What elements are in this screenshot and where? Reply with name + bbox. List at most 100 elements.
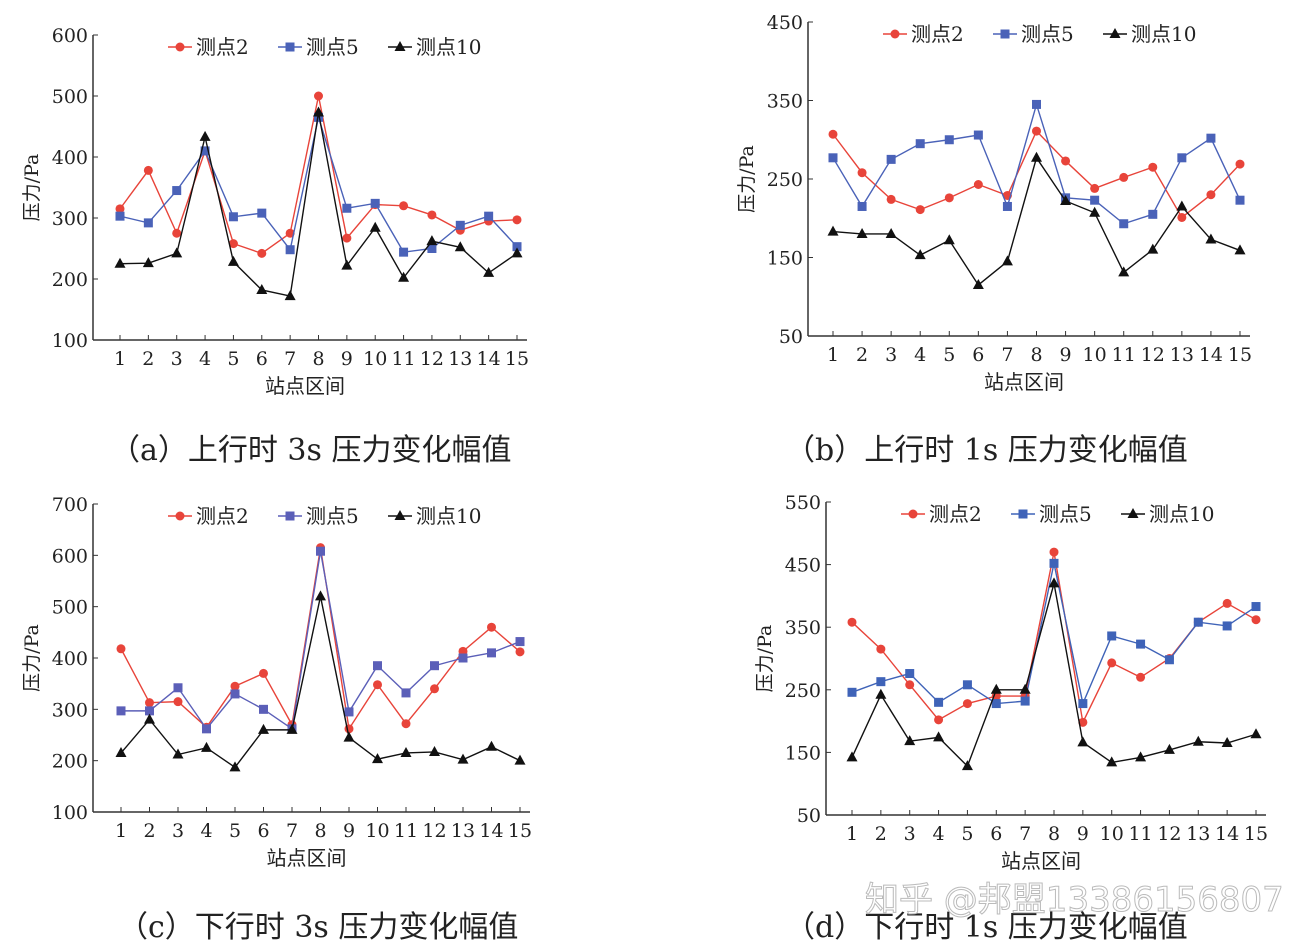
legend-label: 测点2 [911, 22, 964, 46]
x-axis-label: 站点区间 [1001, 849, 1081, 873]
data-point [1061, 156, 1071, 166]
y-tick-label: 250 [785, 680, 821, 702]
y-tick-label: 300 [52, 208, 88, 230]
data-point [1148, 209, 1158, 219]
data-point [904, 735, 916, 746]
caption-d: （d）下行时 1s 压力变化幅值 [785, 910, 1188, 945]
data-point [972, 278, 984, 289]
x-tick-label: 3 [172, 820, 184, 842]
data-point [285, 511, 295, 521]
data-point [890, 29, 900, 39]
data-point [1235, 195, 1245, 205]
data-point [257, 208, 267, 218]
data-point [172, 228, 182, 238]
data-point [286, 723, 298, 734]
data-point [876, 677, 886, 687]
x-axis-label: 站点区间 [267, 846, 347, 870]
data-point [116, 644, 126, 654]
data-point [1177, 212, 1187, 222]
x-tick-label: 11 [1112, 344, 1136, 366]
y-axis-label: 压力/Pa [21, 624, 43, 692]
data-point [172, 186, 182, 196]
data-point [973, 130, 983, 140]
y-tick-label: 350 [785, 617, 821, 639]
data-point [1048, 577, 1060, 588]
data-point [343, 731, 355, 742]
data-point [1136, 639, 1146, 649]
data-point [230, 689, 240, 699]
y-axis-label: 压力/Pa [736, 145, 758, 213]
y-axis-label: 压力/Pa [754, 625, 776, 693]
x-tick-label: 9 [341, 348, 353, 370]
data-point [934, 697, 944, 707]
legend-label: 测点5 [1021, 22, 1074, 46]
y-tick-label: 150 [767, 248, 803, 270]
data-point [426, 235, 438, 246]
data-point [1250, 728, 1262, 739]
data-point [1018, 509, 1028, 519]
x-axis-label: 站点区间 [984, 370, 1064, 394]
data-point [1019, 683, 1031, 694]
x-tick-label: 12 [420, 348, 444, 370]
data-point [1127, 508, 1139, 518]
data-point [457, 753, 469, 764]
data-point [511, 247, 523, 258]
data-point [401, 719, 411, 729]
x-tick-label: 15 [508, 820, 532, 842]
data-point [886, 194, 896, 204]
data-point [1176, 200, 1188, 211]
data-point [1251, 602, 1261, 612]
caption-c: （c）下行时 3s 压力变化幅值 [118, 910, 519, 945]
data-point [487, 622, 496, 632]
data-point [145, 698, 154, 708]
data-point [227, 255, 239, 266]
data-point [1164, 655, 1174, 665]
data-point [827, 225, 839, 236]
caption-b: （b）上行时 1s 压力变化幅值 [785, 433, 1188, 468]
x-tick-label: 2 [856, 344, 868, 366]
data-point [399, 201, 409, 211]
data-point [1206, 190, 1216, 200]
x-tick-label: 15 [505, 348, 529, 370]
data-point [285, 228, 295, 238]
data-point [847, 617, 857, 627]
data-point [484, 211, 494, 221]
x-tick-label: 7 [284, 348, 296, 370]
data-point [512, 242, 522, 252]
data-point [316, 546, 325, 556]
y-tick-label: 400 [52, 147, 88, 169]
y-tick-label: 450 [767, 12, 803, 34]
data-point [344, 707, 354, 717]
legend-label: 测点5 [306, 35, 359, 59]
y-tick-label: 300 [52, 699, 88, 721]
data-point [342, 233, 352, 243]
x-tick-label: 14 [477, 348, 501, 370]
data-point [455, 220, 465, 230]
legend-label: 测点2 [929, 502, 982, 526]
data-point [143, 218, 153, 228]
legend-label: 测点2 [196, 504, 249, 528]
data-point [876, 644, 886, 654]
data-point [944, 193, 954, 203]
x-tick-label: 4 [914, 344, 926, 366]
data-point [229, 761, 241, 772]
data-point [857, 201, 867, 211]
data-point [199, 130, 211, 141]
legend-label: 测点10 [416, 35, 481, 59]
x-tick-label: 11 [1128, 823, 1152, 845]
x-tick-label: 7 [286, 820, 298, 842]
x-tick-label: 4 [199, 348, 211, 370]
data-point [512, 215, 522, 225]
data-point [973, 179, 983, 189]
y-tick-label: 50 [797, 805, 821, 827]
x-tick-label: 9 [1060, 344, 1072, 366]
legend-label: 测点5 [1039, 502, 1092, 526]
data-point [990, 683, 1002, 694]
data-point [454, 241, 466, 252]
data-point [201, 741, 212, 752]
data-point [285, 42, 295, 52]
data-point [1020, 696, 1030, 706]
x-tick-label: 1 [827, 344, 839, 366]
data-point [828, 129, 838, 139]
